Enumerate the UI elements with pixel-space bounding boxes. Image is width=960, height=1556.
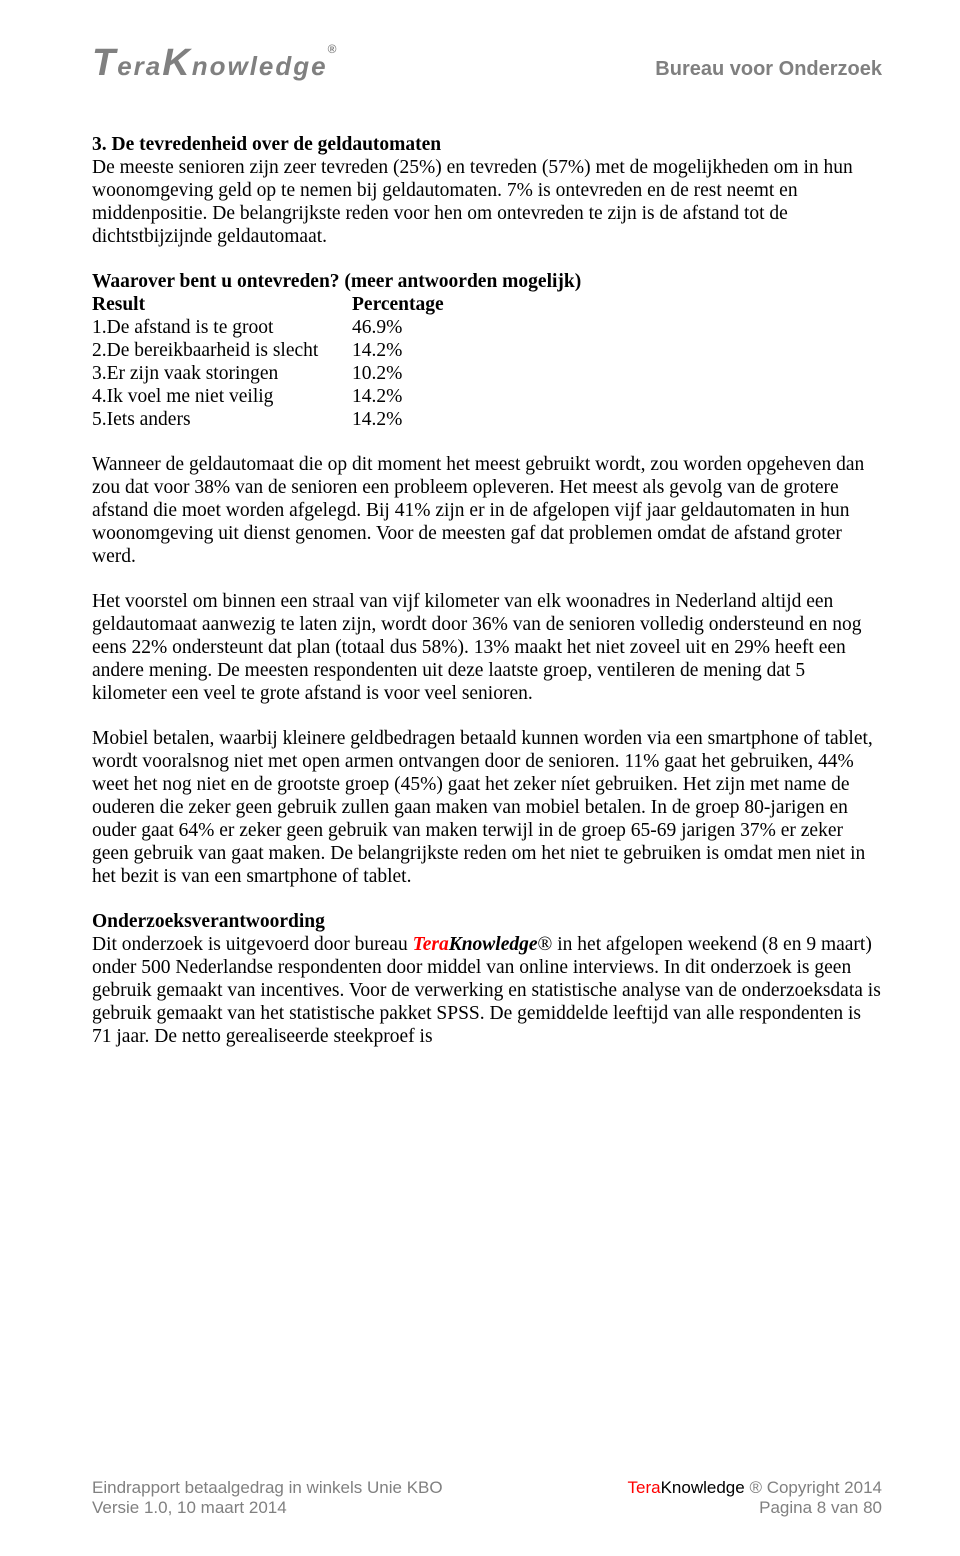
row-pct: 46.9% bbox=[352, 316, 456, 339]
brand-tera: Tera bbox=[413, 934, 449, 955]
row-pct: 14.2% bbox=[352, 408, 456, 431]
paragraph-3: Mobiel betalen, waarbij kleinere geldbed… bbox=[92, 727, 882, 888]
section-title: 3. De tevredenheid over de geldautomaten bbox=[92, 134, 441, 155]
col-percentage: Percentage bbox=[352, 293, 456, 316]
row-label: 3.Er zijn vaak storingen bbox=[92, 362, 352, 385]
row-label: 4.Ik voel me niet veilig bbox=[92, 385, 352, 408]
footer-brand-knowledge: Knowledge bbox=[661, 1478, 745, 1497]
footer-page-number: Pagina 8 van 80 bbox=[628, 1498, 882, 1518]
page-footer: Eindrapport betaalgedrag in winkels Unie… bbox=[92, 1478, 882, 1518]
survey-table: Waarover bent u ontevreden? (meer antwoo… bbox=[92, 270, 882, 431]
row-pct: 10.2% bbox=[352, 362, 456, 385]
verantwoording-pre: Dit onderzoek is uitgevoerd door bureau bbox=[92, 934, 413, 955]
table-question: Waarover bent u ontevreden? (meer antwoo… bbox=[92, 270, 882, 293]
logo-letter-t: T bbox=[92, 42, 117, 84]
document-body: 3. De tevredenheid over de geldautomaten… bbox=[92, 133, 882, 1048]
verantwoording: Onderzoeksverantwoording Dit onderzoek i… bbox=[92, 910, 882, 1048]
brand-reg: ® bbox=[538, 934, 553, 955]
header-subtitle: Bureau voor Onderzoek bbox=[655, 58, 882, 81]
footer-version: Versie 1.0, 10 maart 2014 bbox=[92, 1498, 443, 1518]
logo-letter-k: K bbox=[162, 42, 191, 84]
page-header: TeraKnowledge® Bureau voor Onderzoek bbox=[92, 42, 882, 85]
table-row: 5.Iets anders 14.2% bbox=[92, 408, 456, 431]
verantwoording-title: Onderzoeksverantwoording bbox=[92, 911, 325, 932]
row-label: 2.De bereikbaarheid is slecht bbox=[92, 339, 352, 362]
footer-copyright: TeraKnowledge ® Copyright 2014 bbox=[628, 1478, 882, 1498]
footer-copyright-text: ® Copyright 2014 bbox=[745, 1478, 882, 1497]
paragraph-2: Het voorstel om binnen een straal van vi… bbox=[92, 590, 882, 705]
logo: TeraKnowledge® bbox=[92, 42, 336, 85]
table-row: 3.Er zijn vaak storingen 10.2% bbox=[92, 362, 456, 385]
logo-nowledge: nowledge bbox=[192, 51, 328, 81]
paragraph-1: Wanneer de geldautomaat die op dit momen… bbox=[92, 453, 882, 568]
table-row: 2.De bereikbaarheid is slecht 14.2% bbox=[92, 339, 456, 362]
row-label: 1.De afstand is te groot bbox=[92, 316, 352, 339]
footer-right: TeraKnowledge ® Copyright 2014 Pagina 8 … bbox=[628, 1478, 882, 1518]
logo-registered: ® bbox=[328, 42, 337, 56]
col-result: Result bbox=[92, 293, 352, 316]
footer-brand-tera: Tera bbox=[628, 1478, 661, 1497]
row-pct: 14.2% bbox=[352, 339, 456, 362]
intro-text: De meeste senioren zijn zeer tevreden (2… bbox=[92, 157, 853, 247]
row-pct: 14.2% bbox=[352, 385, 456, 408]
footer-left: Eindrapport betaalgedrag in winkels Unie… bbox=[92, 1478, 443, 1518]
logo-era: era bbox=[117, 51, 162, 81]
table-row: 4.Ik voel me niet veilig 14.2% bbox=[92, 385, 456, 408]
footer-report-title: Eindrapport betaalgedrag in winkels Unie… bbox=[92, 1478, 443, 1498]
table-row: 1.De afstand is te groot 46.9% bbox=[92, 316, 456, 339]
section-intro: 3. De tevredenheid over de geldautomaten… bbox=[92, 133, 882, 248]
row-label: 5.Iets anders bbox=[92, 408, 352, 431]
table-header-row: Result Percentage bbox=[92, 293, 456, 316]
brand-knowledge: Knowledge bbox=[449, 934, 538, 955]
